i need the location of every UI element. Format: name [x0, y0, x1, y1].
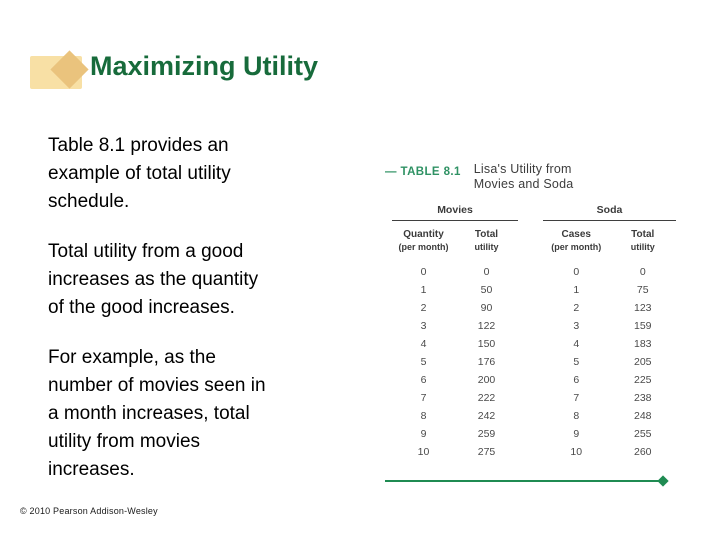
table-cell: 50	[480, 284, 493, 296]
table-cell: 225	[633, 374, 652, 386]
table-cell: 8	[420, 410, 427, 422]
body-paragraph: Total utility from a good increases as t…	[48, 241, 259, 318]
table-cell: 150	[477, 338, 496, 350]
rule-end-diamond-icon	[657, 475, 669, 487]
table-cell: 5	[573, 356, 580, 368]
table-title-line2: Movies and Soda	[473, 177, 574, 191]
table-row: 1 50	[392, 281, 518, 299]
table-row: 5 205	[543, 353, 676, 371]
page-title: Maximizing Utility	[90, 51, 319, 81]
table-row: 6 225	[543, 371, 676, 389]
table-row: 7 238	[543, 389, 676, 407]
body-paragraph: For example, as the number of movies see…	[48, 347, 266, 480]
column-header-total-utility-movies: Total utility	[474, 229, 499, 252]
table-row: 10 260	[543, 443, 676, 461]
table-8-1-figure: — TABLE 8.1 Lisa's Utility from Movies a…	[380, 162, 682, 494]
table-row: 6 200	[392, 371, 518, 389]
table-cell: 8	[573, 410, 580, 422]
table-cell: 9	[573, 428, 580, 440]
table-cell: 0	[483, 266, 490, 278]
table-cell: 6	[573, 374, 580, 386]
table-cell: 7	[420, 392, 427, 404]
table-row: 4 183	[543, 335, 676, 353]
table-cell: 123	[633, 302, 652, 314]
table-row: 10 275	[392, 443, 518, 461]
table-row: 3 122	[392, 317, 518, 335]
table-cell: 90	[480, 302, 493, 314]
table-cell: 1	[573, 284, 580, 296]
table-cell: 7	[573, 392, 580, 404]
column-header-cases: Cases (per month)	[551, 229, 602, 252]
table-row: 7 222	[392, 389, 518, 407]
column-header-total-utility-soda: Total utility	[630, 229, 655, 252]
column-headers-soda: Cases (per month) Total utility	[543, 229, 676, 253]
table-row: 8 248	[543, 407, 676, 425]
table-cell: 5	[420, 356, 427, 368]
table-cell: 260	[633, 446, 652, 458]
table-cell: 275	[477, 446, 496, 458]
table-cell: 176	[477, 356, 496, 368]
table-cell: 9	[420, 428, 427, 440]
table-cell: 200	[477, 374, 496, 386]
table-cell: 222	[477, 392, 496, 404]
table-cell: 1	[420, 284, 427, 296]
table-row: 9 259	[392, 425, 518, 443]
table-cell: 2	[573, 302, 580, 314]
table-label-text: TABLE 8.1	[400, 166, 461, 178]
table-body: Movies Quantity (per month) Total utilit…	[380, 204, 682, 461]
table-cell: 122	[477, 320, 496, 332]
table-cell: 159	[633, 320, 652, 332]
table-cell: 10	[570, 446, 583, 458]
table-cell: 2	[420, 302, 427, 314]
table-row: 5 176	[392, 353, 518, 371]
table-title-line1: Lisa's Utility from	[473, 162, 572, 176]
table-row: 4 150	[392, 335, 518, 353]
table-cell: 4	[573, 338, 580, 350]
table-label-dash: —	[385, 166, 397, 178]
table-cell: 3	[573, 320, 580, 332]
table-cell: 0	[573, 266, 580, 278]
table-cell: 10	[417, 446, 430, 458]
body-paragraphs: Table 8.1 provides an example of total u…	[48, 132, 358, 506]
table-header: — TABLE 8.1 Lisa's Utility from Movies a…	[380, 162, 682, 192]
column-header-quantity: Quantity (per month)	[398, 229, 449, 252]
table-cell: 0	[420, 266, 427, 278]
table-row: 3 159	[543, 317, 676, 335]
group-header-soda: Soda	[543, 204, 676, 221]
table-cell: 183	[633, 338, 652, 350]
table-label: — TABLE 8.1	[385, 166, 461, 192]
table-group-movies: Movies Quantity (per month) Total utilit…	[392, 204, 518, 461]
table-rows-movies: 0 0 1 50 2 90 3 122 4 150 5 176 6 200 7 222 8 242 9 259 10 27…	[392, 263, 518, 461]
table-row: 2 90	[392, 299, 518, 317]
table-cell: 6	[420, 374, 427, 386]
table-cell: 255	[633, 428, 652, 440]
group-header-movies: Movies	[392, 204, 518, 221]
table-cell: 205	[633, 356, 652, 368]
body-paragraph: Table 8.1 provides an example of total u…	[48, 135, 231, 212]
table-row: 1 75	[543, 281, 676, 299]
table-cell: 242	[477, 410, 496, 422]
table-cell: 75	[636, 284, 649, 296]
table-cell: 3	[420, 320, 427, 332]
table-row: 8 242	[392, 407, 518, 425]
table-row: 2 123	[543, 299, 676, 317]
table-cell: 248	[633, 410, 652, 422]
table-row: 9 255	[543, 425, 676, 443]
table-cell: 0	[639, 266, 646, 278]
copyright-footer: © 2010 Pearson Addison-Wesley	[20, 506, 158, 516]
table-cell: 259	[477, 428, 496, 440]
table-bottom-rule	[385, 475, 669, 487]
table-title: Lisa's Utility from Movies and Soda	[474, 162, 574, 192]
table-cell: 4	[420, 338, 427, 350]
table-rows-soda: 0 0 1 75 2 123 3 159 4 183 5 205 6 225 7 238 8 248 9 255 10 2…	[543, 263, 676, 461]
table-cell: 238	[633, 392, 652, 404]
column-headers-movies: Quantity (per month) Total utility	[392, 229, 518, 253]
